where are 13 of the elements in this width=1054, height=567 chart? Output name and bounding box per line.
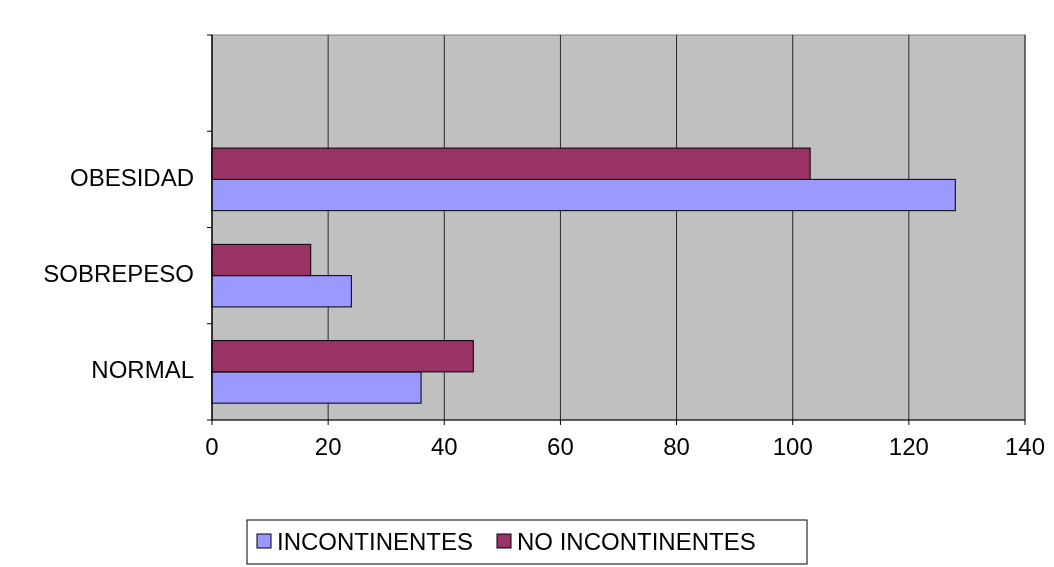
y-tick-label: OBESIDAD: [69, 163, 194, 191]
legend-label: INCONTINENTES: [277, 528, 474, 555]
legend-label: NO INCONTINENTES: [517, 528, 756, 555]
x-tick-label: 0: [205, 433, 219, 460]
x-tick-label: 20: [314, 433, 342, 460]
x-tick-label: 140: [1004, 433, 1046, 460]
x-tick-label: 60: [547, 433, 574, 460]
x-tick-label: 80: [663, 433, 690, 460]
x-tick-label: 40: [430, 433, 458, 460]
y-tick-label: SOBREPESO: [43, 259, 194, 287]
y-tick-label: NORMAL: [91, 356, 194, 384]
x-tick-label: 100: [772, 433, 813, 460]
x-tick-label: 120: [888, 433, 929, 460]
